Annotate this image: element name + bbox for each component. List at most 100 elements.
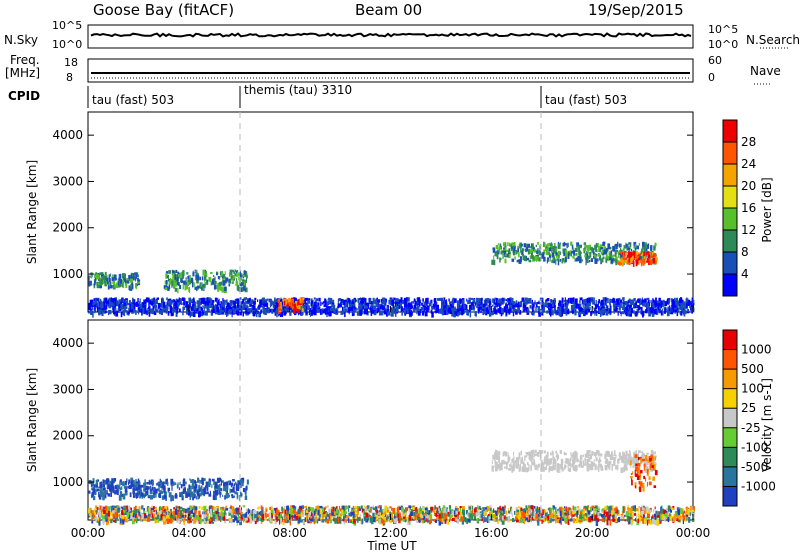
data-cell: [503, 247, 505, 250]
data-cell: [105, 519, 109, 526]
data-cell: [173, 281, 176, 288]
data-cell: [328, 515, 331, 519]
data-cell: [593, 508, 596, 512]
data-cell: [174, 287, 177, 292]
data-cell: [138, 301, 141, 305]
data-cell: [105, 519, 108, 522]
data-cell: [557, 259, 560, 266]
data-cell: [627, 254, 630, 258]
data-cell: [357, 308, 359, 311]
data-cell: [397, 301, 401, 304]
data-cell: [180, 506, 183, 509]
data-cell: [588, 302, 591, 307]
data-cell: [250, 516, 253, 522]
data-cell: [132, 513, 135, 518]
data-cell: [287, 505, 289, 512]
data-cell: [513, 510, 516, 515]
data-cell: [549, 256, 551, 262]
data-cell: [111, 277, 115, 281]
data-cell: [236, 277, 238, 283]
data-cell: [651, 302, 653, 309]
data-cell: [628, 298, 631, 304]
data-cell: [175, 306, 178, 311]
data-cell: [573, 304, 576, 310]
data-cell: [367, 302, 370, 307]
data-cell: [558, 300, 561, 304]
data-cell: [378, 512, 381, 517]
data-cell: [676, 311, 678, 317]
data-cell: [348, 512, 351, 517]
data-cell: [120, 282, 122, 285]
data-cell: [415, 517, 418, 521]
data-cell: [599, 513, 602, 516]
data-cell: [336, 307, 338, 310]
data-cell: [172, 272, 174, 279]
data-cell: [484, 300, 487, 304]
data-cell: [232, 269, 234, 273]
data-cell: [122, 310, 125, 316]
data-cell: [352, 514, 355, 519]
data-cell: [273, 301, 276, 305]
data-cell: [588, 248, 590, 254]
data-cell: [331, 304, 334, 307]
data-cell: [498, 303, 501, 306]
data-cell: [383, 311, 387, 315]
data-cell: [487, 506, 491, 511]
data-cell: [615, 249, 619, 252]
data-cell: [245, 272, 248, 277]
data-cell: [182, 306, 184, 312]
data-cell: [427, 510, 429, 513]
data-cell: [185, 285, 188, 290]
data-cell: [413, 304, 417, 309]
data-cell: [625, 244, 628, 248]
data-cell: [596, 518, 600, 522]
data-cell: [254, 515, 257, 519]
data-cell: [654, 301, 657, 307]
data-cell: [638, 305, 641, 311]
data-cell: [417, 305, 420, 312]
data-cell: [228, 283, 231, 287]
data-cell: [580, 511, 583, 517]
data-cell: [110, 518, 113, 524]
data-cell: [599, 248, 601, 253]
data-cell: [617, 241, 619, 247]
data-cell: [619, 258, 622, 263]
data-cell: [385, 519, 388, 523]
data-cell: [553, 298, 556, 304]
data-cell: [105, 505, 108, 511]
data-cell: [586, 251, 588, 255]
data-cell: [659, 310, 661, 314]
data-cell: [653, 308, 657, 314]
data-cell: [139, 516, 142, 521]
data-cell: [438, 519, 441, 526]
data-cell: [178, 308, 181, 313]
data-cell: [585, 298, 587, 303]
noise-right-label: N.Search: [746, 33, 800, 47]
data-cell: [511, 297, 514, 302]
data-cell: [173, 307, 177, 313]
data-cell: [560, 304, 563, 308]
data-cell: [617, 310, 619, 316]
data-cell: [598, 246, 601, 252]
data-cell: [643, 299, 646, 303]
data-cell: [494, 251, 497, 257]
data-cell: [498, 509, 502, 513]
data-cell: [653, 253, 655, 258]
data-cell: [332, 304, 336, 310]
data-cell: [566, 517, 569, 523]
data-cell: [180, 302, 183, 305]
data-cell: [224, 310, 227, 315]
data-cell: [557, 308, 560, 312]
data-cell: [588, 297, 591, 301]
data-cell: [555, 247, 557, 252]
data-cell: [188, 287, 190, 292]
data-cell: [100, 505, 103, 509]
data-cell: [585, 516, 587, 521]
data-cell: [525, 307, 528, 313]
data-cell: [435, 510, 438, 513]
data-cell: [252, 510, 256, 514]
data-cell: [609, 253, 612, 259]
data-cell: [246, 309, 249, 315]
data-cell: [522, 248, 525, 251]
data-cell: [352, 505, 355, 510]
